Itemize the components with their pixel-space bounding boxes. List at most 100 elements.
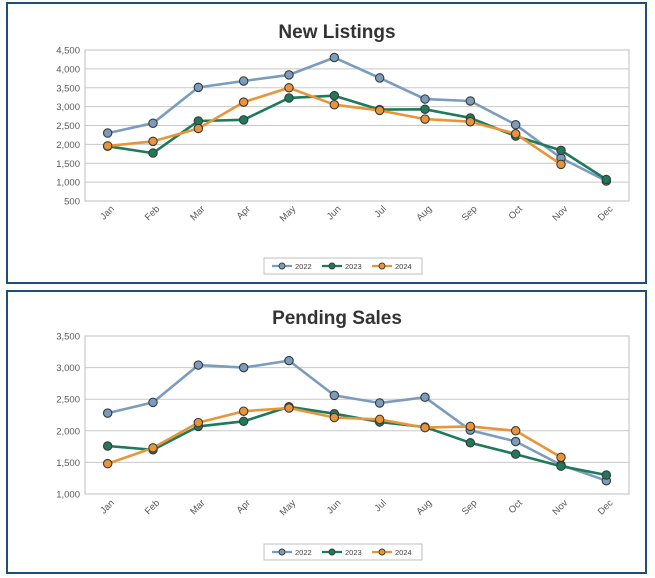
legend-label: 2024 xyxy=(395,548,412,557)
x-tick-label: Sep xyxy=(460,498,480,518)
legend-label: 2024 xyxy=(395,262,412,271)
legend-marker xyxy=(328,548,336,556)
data-point xyxy=(329,90,340,101)
x-tick-label: Oct xyxy=(507,204,525,222)
series-2024 xyxy=(102,403,566,469)
data-point xyxy=(374,414,385,425)
data-point xyxy=(193,82,204,93)
data-point xyxy=(148,443,158,453)
data-point xyxy=(510,449,521,459)
legend-label: 2022 xyxy=(295,262,312,271)
x-tick-label: Mar xyxy=(188,498,207,517)
legend-box xyxy=(263,543,423,561)
data-point xyxy=(284,93,294,103)
data-point xyxy=(510,119,521,130)
legend-marker xyxy=(278,548,286,556)
y-tick-label: 3,500 xyxy=(56,83,80,94)
legend: 2022 2023 2024 xyxy=(263,257,423,275)
x-tick-label: Aug xyxy=(414,204,434,224)
legend-label: 2023 xyxy=(345,262,362,271)
pending-sales-panel: Pending Sales 1,000 1,500 2,000 2,500 3,000 3,… xyxy=(6,290,647,574)
data-point xyxy=(601,174,612,185)
data-point xyxy=(374,398,385,408)
data-point xyxy=(238,76,249,86)
x-tick-label: Aug xyxy=(414,498,434,518)
data-point xyxy=(510,436,521,447)
series-2022 xyxy=(102,355,612,486)
data-point xyxy=(102,458,113,469)
data-point xyxy=(556,145,566,156)
data-point xyxy=(465,116,476,127)
new-listings-chart: New Listings 500 1,000 1,500 2,000 2,500 3,000… xyxy=(56,22,630,275)
x-tick-label: Apr xyxy=(235,204,253,222)
legend-item: 2024 xyxy=(372,548,412,557)
data-point xyxy=(193,360,204,370)
y-tick-label: 1,000 xyxy=(56,178,80,189)
x-tick-label: Jan xyxy=(98,498,117,517)
y-tick-label: 4,500 xyxy=(56,46,80,57)
data-point xyxy=(420,104,430,115)
y-tick-label: 1,000 xyxy=(56,490,80,501)
data-point xyxy=(102,141,113,151)
data-point xyxy=(420,392,430,403)
series-2024 xyxy=(102,83,566,170)
data-point xyxy=(510,426,521,436)
y-tick-label: 3,500 xyxy=(56,332,80,343)
data-point xyxy=(420,422,430,433)
x-tick-label: Dec xyxy=(596,498,616,518)
legend-label: 2023 xyxy=(345,548,362,557)
y-tick-label: 3,000 xyxy=(56,102,80,113)
legend-item: 2023 xyxy=(322,262,362,271)
series-line-2022 xyxy=(107,56,607,183)
x-tick-label: Jan xyxy=(98,204,117,223)
data-point xyxy=(556,461,566,471)
data-point xyxy=(465,421,476,432)
legend-marker xyxy=(328,262,336,270)
data-point xyxy=(193,123,204,134)
x-tick-label: Nov xyxy=(550,498,570,518)
legend-box xyxy=(263,257,423,275)
y-tick-label: 500 xyxy=(64,197,80,208)
legend-label: 2022 xyxy=(295,548,312,557)
data-point xyxy=(148,148,158,158)
legend-marker xyxy=(378,262,386,270)
x-tick-label: Sep xyxy=(460,204,480,224)
x-tick-label: Jul xyxy=(372,204,388,220)
x-tick-label: Feb xyxy=(143,204,162,223)
data-point xyxy=(374,105,385,116)
new-listings-panel: New Listings 500 1,000 1,500 2,000 2,500 3,000… xyxy=(6,2,647,284)
data-point xyxy=(420,94,430,104)
x-tick-label: Apr xyxy=(235,498,253,516)
data-point xyxy=(148,136,158,147)
data-point xyxy=(601,470,612,480)
x-tick-label: May xyxy=(278,498,299,519)
y-tick-label: 4,000 xyxy=(56,64,80,75)
data-point xyxy=(284,355,294,366)
y-tick-label: 3,000 xyxy=(56,363,80,374)
plot-area xyxy=(84,335,630,495)
data-point xyxy=(148,397,158,408)
x-tick-label: Jun xyxy=(325,498,344,517)
data-point xyxy=(556,159,566,170)
y-tick-label: 2,500 xyxy=(56,395,80,406)
data-point xyxy=(329,99,340,110)
legend-marker xyxy=(378,548,386,556)
data-point xyxy=(374,73,385,83)
legend-item: 2024 xyxy=(372,262,412,271)
x-tick-label: Jul xyxy=(372,498,388,514)
data-point xyxy=(238,416,249,427)
data-point xyxy=(284,83,294,93)
data-point xyxy=(238,115,249,125)
plot-area xyxy=(84,49,630,202)
data-point xyxy=(102,128,113,138)
legend-item: 2022 xyxy=(272,262,312,271)
y-tick-label: 2,000 xyxy=(56,426,80,437)
data-point xyxy=(193,417,204,428)
data-point xyxy=(284,70,294,80)
data-point xyxy=(238,362,249,373)
legend: 2022 2023 2024 xyxy=(263,543,423,561)
pending-sales-chart: Pending Sales 1,000 1,500 2,000 2,500 3,000 3,… xyxy=(56,308,630,561)
x-tick-label: Mar xyxy=(188,204,207,223)
y-tick-label: 1,500 xyxy=(56,458,80,469)
data-point xyxy=(329,52,340,63)
